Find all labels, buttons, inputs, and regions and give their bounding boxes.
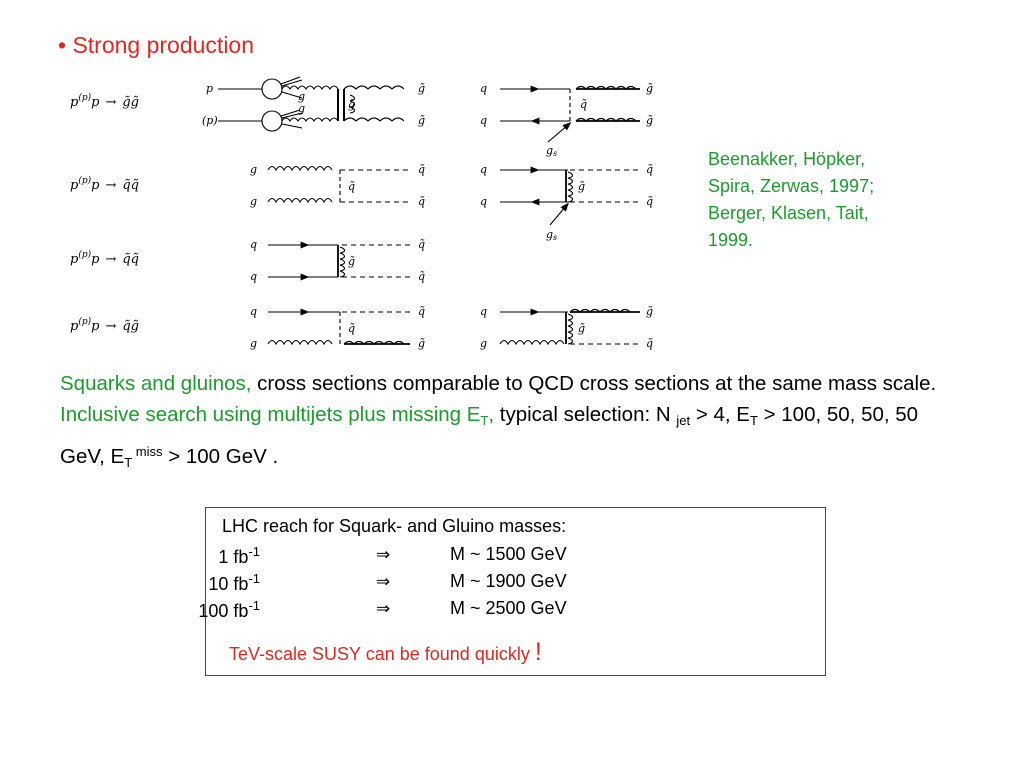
process-label: p(p)p → q̃g̃ [70,316,139,334]
svg-text:q: q [480,163,487,176]
svg-text:g: g [250,337,257,350]
implies-arrow: ⇒ [376,572,391,592]
references: Beenakker, Höpker, Spira, Zerwas, 1997; … [708,146,948,254]
reference-line: Spira, Zerwas, 1997; [708,176,875,196]
svg-text:gs: gs [546,144,557,158]
lhc-reach-row: 100 fb-1 [152,598,260,622]
svg-text:q̃: q̃ [646,337,653,350]
svg-text:q: q [250,238,257,251]
svg-text:q: q [480,195,487,208]
svg-text:g̃: g̃ [348,98,355,111]
lhc-reach-row: 1 fb-1 [152,544,260,568]
luminosity: 100 fb-1 [198,598,260,621]
svg-text:q̃: q̃ [348,322,355,335]
inclusive-search-text: Inclusive search using multijets plus mi… [60,403,495,428]
svg-text:q̃: q̃ [418,305,425,318]
reference-line: Beenakker, Höpker, [708,149,866,169]
svg-text:q̃: q̃ [418,163,425,176]
reference-line: 1999. [708,230,754,250]
svg-text:q̃: q̃ [646,163,653,176]
svg-text:p(p)p→q̃q̃: p(p)p → q̃q̃ [70,175,139,193]
svg-text:q̃: q̃ [646,195,653,208]
svg-text:g̃: g̃ [646,82,653,95]
squarks-gluinos-text: Squarks and gluinos, [60,372,252,395]
svg-text:q: q [250,270,257,283]
svg-text:q̃: q̃ [418,270,425,283]
svg-text:g̃: g̃ [418,337,425,350]
lhc-reach-title: LHC reach for Squark- and Gluino masses: [222,516,567,536]
svg-text:(p): (p) [202,114,218,127]
svg-text:q̃: q̃ [418,238,425,251]
luminosity: 1 fb-1 [218,544,260,567]
feynman-diagrams: p(p)p → g̃g̃ p(p)p → q̃q̃ p(p)p → q̃q̃ p(p)p → q… [70,76,653,350]
conclusion-text: TeV-scale SUSY can be found quickly ! [229,638,542,666]
svg-text:q: q [250,305,257,318]
svg-text:q̃: q̃ [348,180,355,193]
mass-reach: M ~ 1900 GeV [450,571,567,591]
svg-text:p(p)p→g̃g̃: p(p)p → g̃g̃ [70,92,139,110]
svg-text:g̃: g̃ [646,114,653,127]
svg-text:q: q [480,82,487,95]
svg-text:g̃: g̃ [418,82,425,95]
description-paragraph: Squarks and gluinos, cross sections comp… [60,368,960,478]
svg-text:g: g [298,90,305,103]
lhc-reach-row: 10 fb-1 [152,571,260,595]
svg-text:q: q [480,114,487,127]
svg-text:g: g [298,102,305,115]
svg-text:g̃: g̃ [646,305,653,318]
svg-text:g: g [250,195,257,208]
reference-line: Berger, Klasen, Tait, [708,203,869,223]
svg-text:g̃: g̃ [578,322,585,335]
svg-text:p(p)p→q̃q̃: p(p)p → q̃q̃ [70,249,139,267]
particle-labels: p (p) g g g̃ g̃ g̃ q q q̃ g̃ g̃ gs g g q… [202,82,653,350]
process-labels: p(p)p → g̃g̃ p(p)p → q̃q̃ p(p)p → q̃q̃ p(p)p → q… [70,92,139,334]
luminosity: 10 fb-1 [208,571,260,594]
lhc-reach-box [205,507,826,676]
svg-text:q̃: q̃ [418,195,425,208]
section-bullet: • Strong production [58,32,255,58]
implies-arrow: ⇒ [376,599,391,619]
svg-text:p: p [206,82,213,95]
svg-text:g: g [250,163,257,176]
mass-reach: M ~ 2500 GeV [450,598,567,618]
svg-text:g̃: g̃ [418,114,425,127]
process-label: p(p)p → q̃q̃ [70,249,139,267]
svg-text:p(p)p→q̃g̃: p(p)p → q̃g̃ [70,316,139,334]
svg-text:g: g [480,337,487,350]
svg-text:g̃: g̃ [578,180,585,193]
process-label: p(p)p → g̃g̃ [70,92,139,110]
process-label: p(p)p → q̃q̃ [70,175,139,193]
svg-text:g̃: g̃ [348,255,355,268]
cross-section-text: cross sections comparable to QCD cross s… [251,372,937,395]
svg-text:gs: gs [546,228,557,242]
svg-text:q̃: q̃ [580,98,587,111]
mass-reach: M ~ 1500 GeV [450,544,567,564]
implies-arrow: ⇒ [376,545,391,565]
selection-text: typical selection: N jet > 4, ET > 100, … [60,403,919,470]
svg-text:q: q [480,305,487,318]
